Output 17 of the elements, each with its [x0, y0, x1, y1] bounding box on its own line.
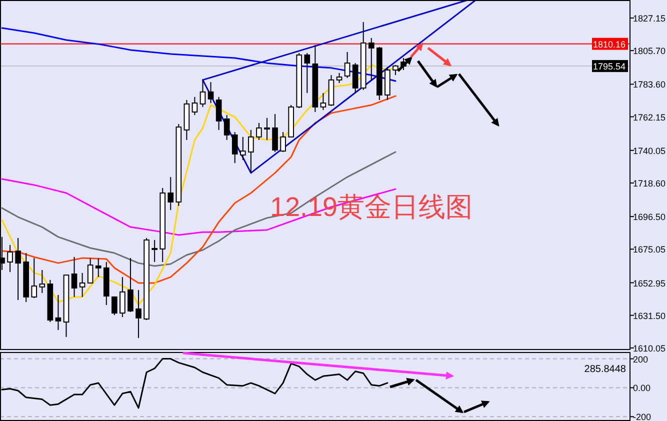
y-tick-label: 1718.60	[633, 178, 666, 188]
y-tick-label: 1610.05	[633, 343, 666, 354]
y-tick-label: 1675.05	[633, 244, 666, 255]
ref-line-label: 1810.16	[593, 39, 626, 50]
y-tick-label: 200	[633, 354, 648, 364]
annotation: 285.8448	[584, 364, 626, 375]
y-tick-label: 0.00	[633, 383, 651, 394]
y-tick-label: 1783.60	[633, 80, 666, 90]
y-tick-label: 1805.70	[633, 46, 666, 56]
y-tick-label: 1696.50	[633, 212, 666, 222]
y-tick-label: -200	[633, 412, 652, 421]
ref-line-label: 1795.54	[593, 62, 626, 72]
y-tick-label: 1652.95	[633, 278, 666, 288]
y-tick-label: 1740.05	[633, 146, 666, 156]
y-tick-label: 1631.50	[633, 310, 666, 321]
y-tick-label: 1762.15	[633, 112, 666, 122]
y-tick-label: 1827.15	[633, 14, 666, 24]
